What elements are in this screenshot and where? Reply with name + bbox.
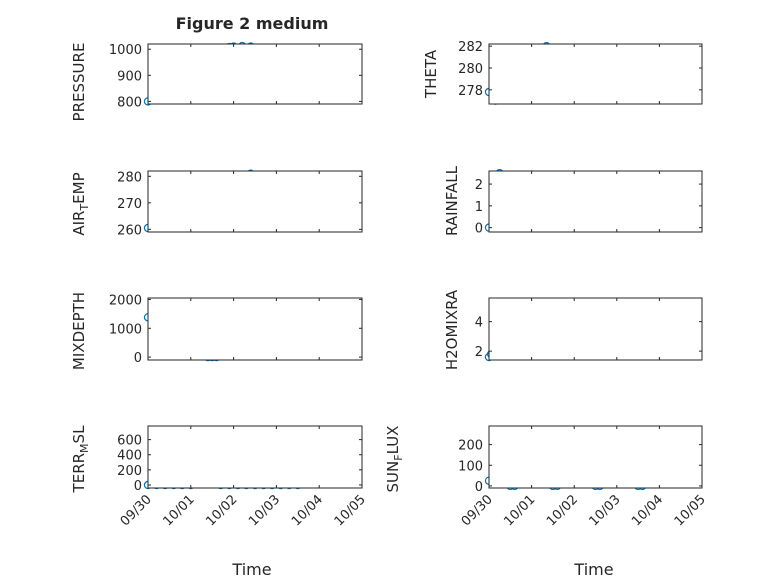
axes-frame: [147, 425, 363, 489]
y-tick-label: 2000: [109, 293, 142, 308]
axes-frame: [488, 170, 703, 233]
axes-frame: [488, 297, 703, 361]
x-tick-label: 10/01: [501, 492, 538, 529]
y-tick-label: 278: [458, 84, 483, 99]
xlabel-right: Time: [573, 560, 613, 579]
ylabel-theta: THETA: [422, 49, 440, 99]
xlabel-left: Time: [231, 560, 271, 579]
x-tick-label: 10/04: [289, 492, 326, 529]
y-tick-label: 0: [475, 480, 483, 495]
y-tick-label: 400: [117, 449, 142, 464]
axes-frame: [147, 297, 363, 361]
y-tick-label: 1000: [109, 43, 142, 58]
subplot-airtemp: AIRTEMP 260 270 280: [70, 169, 363, 238]
y-tick-label: 280: [117, 170, 142, 185]
subplot-h2omixra: H2OMIXRA 2 4: [443, 289, 703, 370]
y-tick-label: 282: [458, 40, 483, 55]
ylabel-h2omixra: H2OMIXRA: [443, 289, 461, 370]
subplot-sunflux: SUNFLUX 0 100 200 09/30 10/01 10/02 10/03 10/04…: [384, 425, 709, 529]
x-tick-label: 10/03: [587, 492, 624, 529]
axes-frame: [147, 43, 363, 105]
x-tick-label: 10/02: [203, 492, 240, 529]
y-tick-label: 280: [458, 62, 483, 77]
ylabel-sunflux: SUNFLUX: [384, 426, 405, 493]
y-tick-label: 600: [117, 434, 142, 449]
ylabel-mixdepth: MIXDEPTH: [70, 292, 88, 370]
y-tick-label: 1: [475, 200, 483, 215]
x-tick-label: 10/05: [332, 492, 369, 529]
axes-frame: [147, 170, 363, 233]
ylabel-rainfall: RAINFALL: [443, 165, 461, 236]
y-tick-label: 270: [117, 197, 142, 212]
x-tick-label: 10/02: [544, 492, 581, 529]
x-tick-label: 10/05: [672, 492, 709, 529]
ylabel-pressure: PRESSURE: [70, 43, 88, 122]
axes-frame: [488, 43, 703, 105]
y-tick-label: 200: [117, 464, 142, 479]
x-tick-label: 09/30: [459, 492, 496, 529]
y-tick-label: 800: [117, 95, 142, 110]
y-tick-label: 0: [475, 222, 483, 237]
axes-frame: [488, 425, 703, 489]
y-tick-label: 900: [117, 69, 142, 84]
y-tick-label: 260: [117, 223, 142, 238]
ylabel-airtemp: AIRTEMP: [70, 172, 91, 235]
y-tick-label: 4: [475, 316, 483, 331]
x-tick-label: 10/04: [629, 492, 666, 529]
figure-title: Figure 2 medium: [176, 14, 329, 33]
y-tick-label: 0: [134, 479, 142, 494]
y-tick-label: 200: [458, 439, 483, 454]
y-tick-label: 1000: [109, 322, 142, 337]
y-tick-label: 100: [458, 459, 483, 474]
y-tick-label: 2: [475, 345, 483, 360]
subplot-pressure: PRESSURE 800 900 1000: [70, 41, 363, 122]
x-tick-label: 10/01: [161, 492, 198, 529]
x-tick-label: 09/30: [118, 492, 155, 529]
subplot-mixdepth: MIXDEPTH 0 1000 2000: [70, 292, 363, 370]
ylabel-terrmsl: TERRMSL: [70, 425, 91, 494]
y-tick-label: 0: [134, 351, 142, 366]
subplot-rainfall: RAINFALL 0 1 2: [443, 165, 703, 237]
x-tick-label: 10/03: [246, 492, 283, 529]
subplot-theta: THETA 278 280 282: [422, 40, 703, 105]
y-tick-label: 2: [475, 178, 483, 193]
